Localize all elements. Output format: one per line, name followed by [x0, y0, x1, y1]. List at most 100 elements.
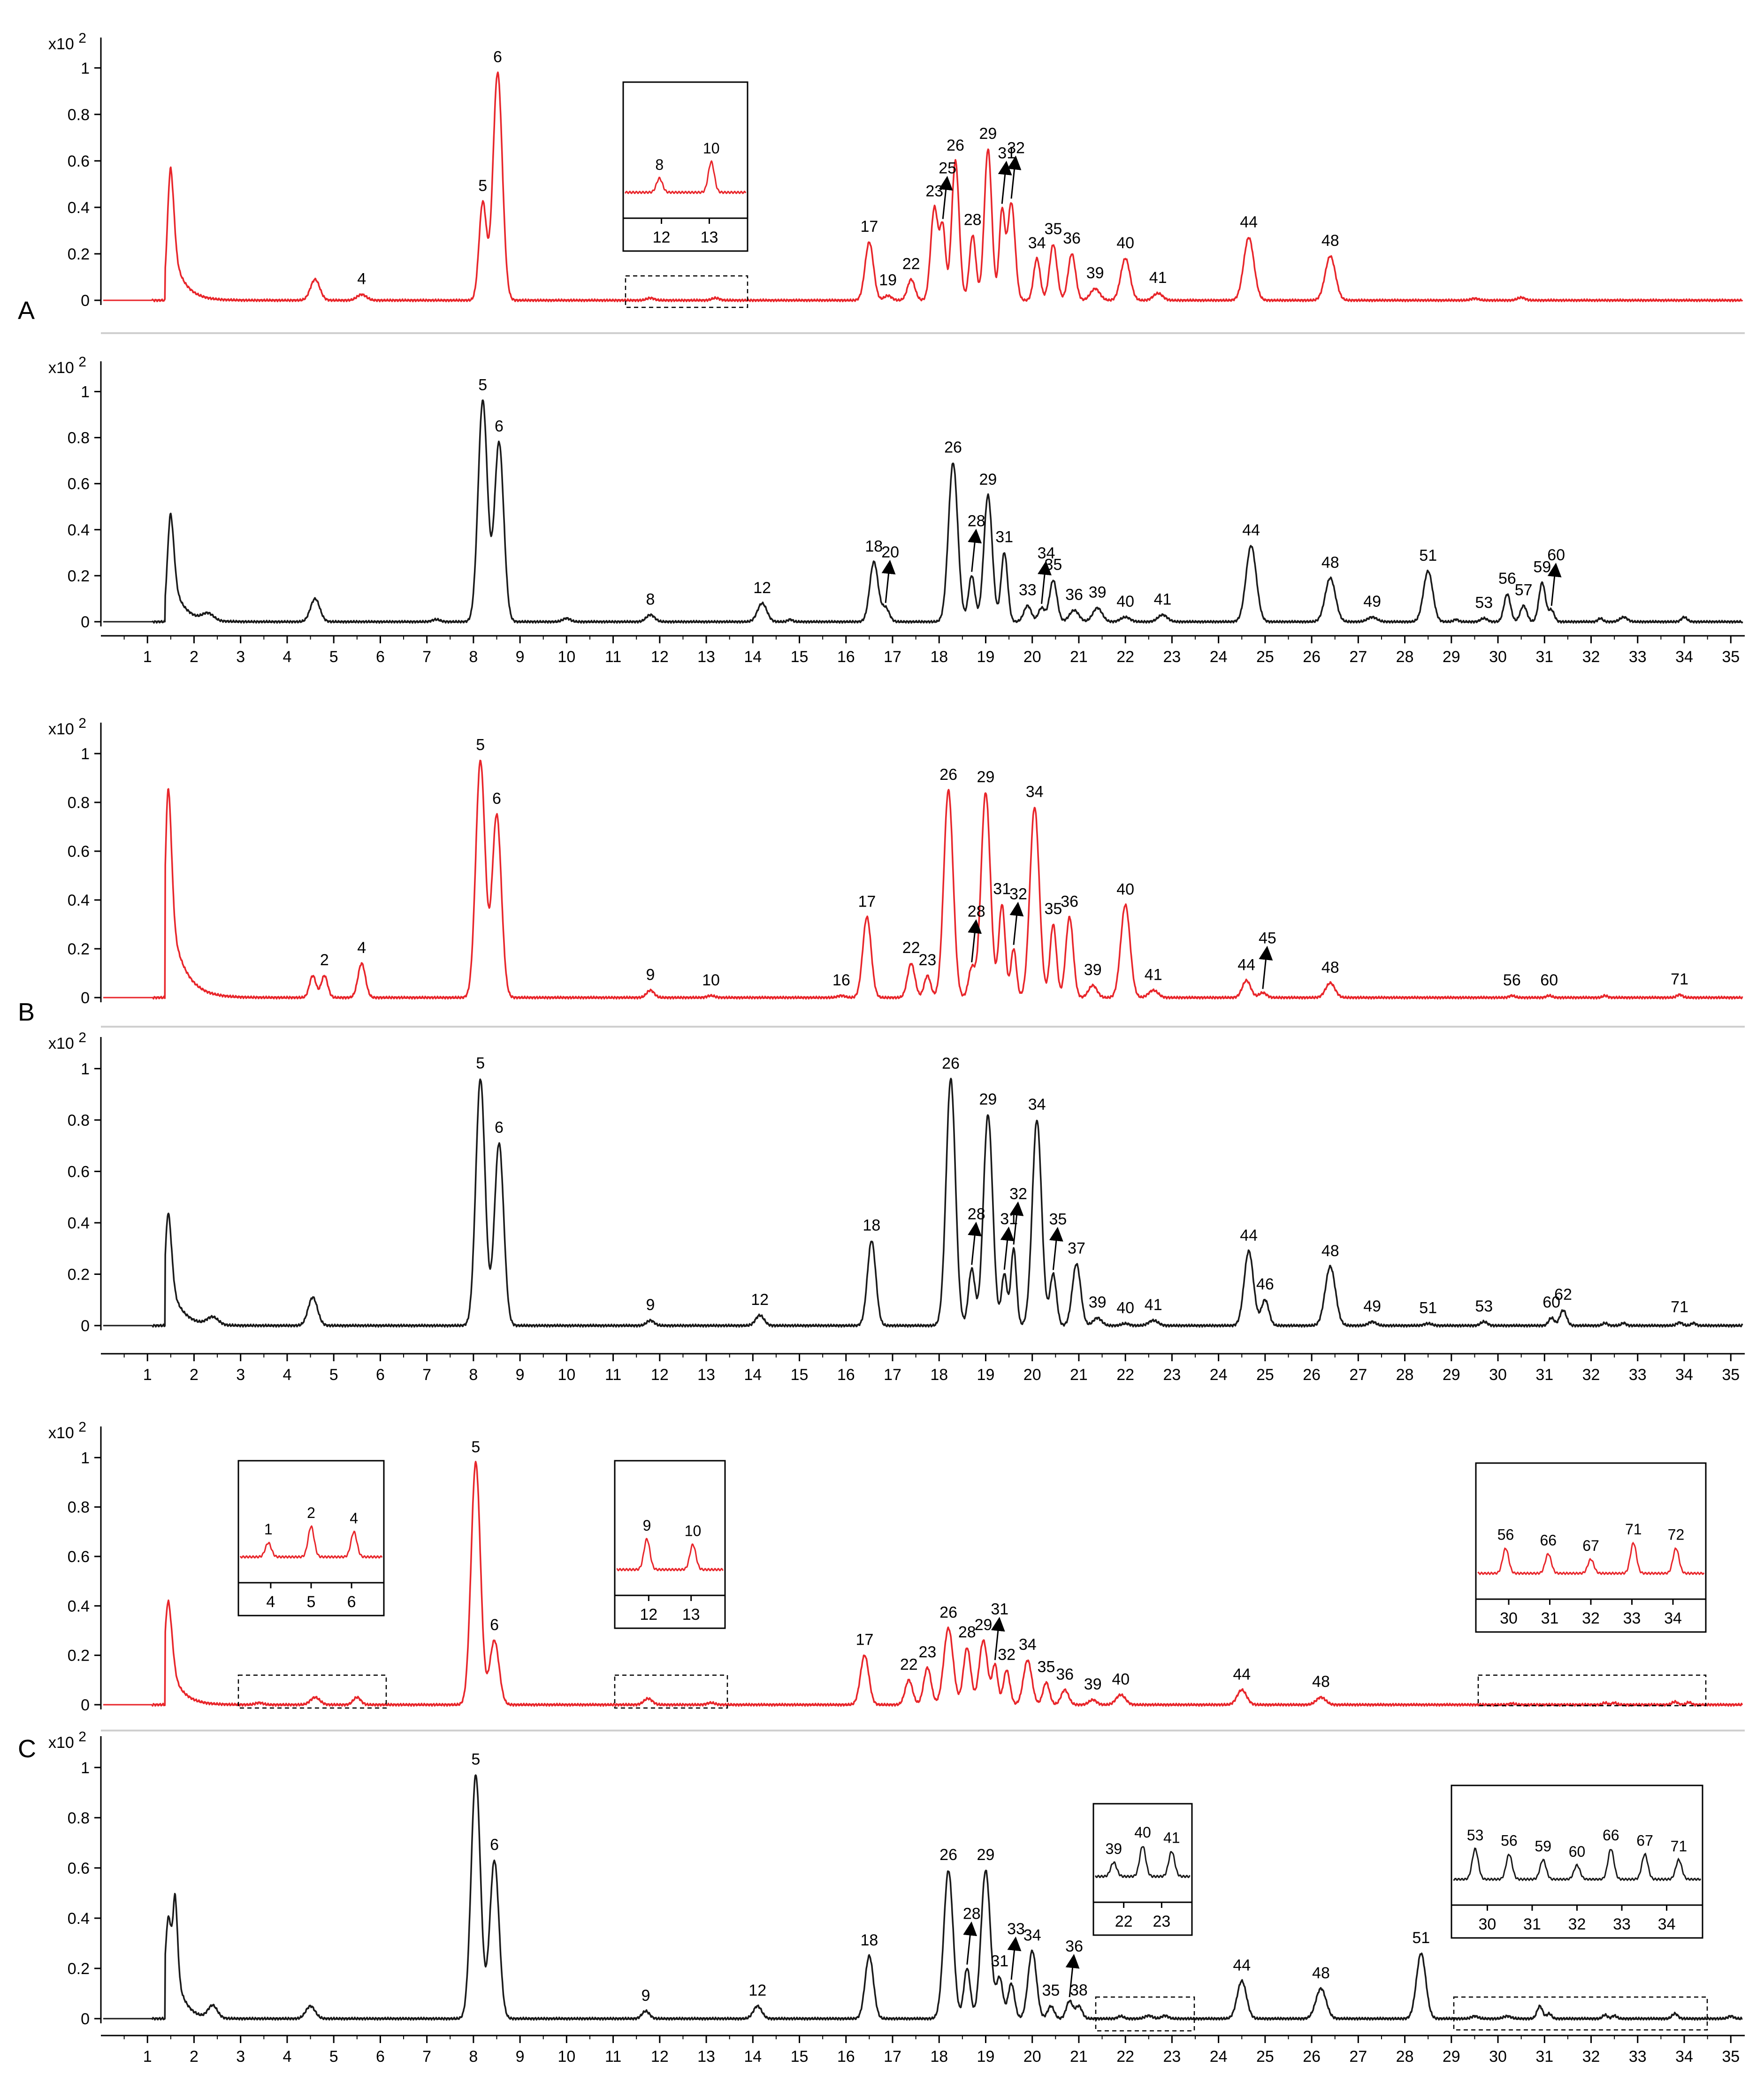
inset-peak-label: 39 — [1105, 1840, 1122, 1857]
x-tick-label: 1 — [143, 1366, 152, 1384]
inset-peak-label: 4 — [350, 1510, 358, 1527]
x-tick-label: 18 — [930, 648, 948, 666]
inset-tick-label: 13 — [701, 229, 718, 246]
x-tick-label: 31 — [1535, 648, 1553, 666]
x-tick-label: 26 — [1303, 1366, 1321, 1384]
peak-label: 26 — [944, 439, 962, 457]
peak-label: 25 — [939, 160, 956, 177]
x-tick-label: 23 — [1163, 2048, 1181, 2066]
peak-label: 18 — [860, 1931, 878, 1949]
peak-label: 41 — [1145, 966, 1162, 984]
y-tick-label: 0 — [81, 989, 90, 1007]
peak-label: 9 — [646, 966, 655, 984]
peak-label: 28 — [968, 903, 985, 921]
peak-label: 60 — [1547, 546, 1565, 564]
x-tick-label: 24 — [1210, 1366, 1228, 1384]
x-tick-label: 6 — [376, 1366, 385, 1384]
peak-label: 32 — [998, 1646, 1016, 1663]
peak-label: 53 — [1475, 1297, 1493, 1315]
peak-label: 31 — [995, 528, 1013, 546]
x-tick-label: 2 — [190, 1366, 199, 1384]
peak-label: 36 — [1056, 1665, 1074, 1683]
x-tick-label: 6 — [376, 2048, 385, 2066]
peak-label: 5 — [476, 1054, 485, 1072]
peak-label: 34 — [1023, 1926, 1041, 1944]
peak-arrow — [939, 175, 953, 219]
peak-label: 56 — [1498, 570, 1516, 587]
y-tick-label: 0.2 — [68, 1960, 90, 1978]
inset-peak-label: 1 — [264, 1521, 273, 1538]
x-tick-label: 34 — [1675, 2048, 1693, 2066]
peak-label: 60 — [1540, 971, 1558, 989]
y-tick-label: 0.6 — [68, 1548, 90, 1566]
x-tick-label: 2 — [190, 2048, 199, 2066]
peak-arrow — [1259, 946, 1273, 989]
y-tick-label: 0.2 — [68, 1647, 90, 1665]
peak-label: 28 — [958, 1624, 976, 1641]
peak-label: 37 — [1068, 1240, 1085, 1258]
x-axis: 1 2 3 4 5 6 7 8 9 10 11 12 13 14 15 16 17 18 19 20 21 22 23 24 2… — [101, 2035, 1745, 2066]
y-tick-label: 0.8 — [68, 106, 90, 124]
chromatogram-trace — [151, 399, 1743, 624]
inset-tick-label: 31 — [1541, 1609, 1559, 1627]
peak-label: 34 — [1026, 783, 1044, 801]
y-tick-label: 0.2 — [68, 567, 90, 585]
inset-source-region — [1095, 1996, 1195, 2032]
peak-label: 35 — [1044, 220, 1062, 238]
x-tick-label: 10 — [557, 2048, 575, 2066]
chromatogram-trace — [152, 759, 1743, 1000]
peak-label: 33 — [1019, 581, 1037, 599]
x-tick-label: 17 — [884, 1366, 901, 1384]
x-tick-label: 18 — [930, 1366, 948, 1384]
peak-label: 62 — [1554, 1286, 1572, 1304]
inset-source-region — [1477, 1674, 1707, 1707]
x-tick-label: 15 — [791, 648, 809, 666]
peak-label: 38 — [1070, 1982, 1088, 1999]
peak-label: 39 — [1084, 1675, 1102, 1693]
y-tick-label: 0 — [81, 1696, 90, 1714]
inset-tick-label: 33 — [1613, 1915, 1631, 1933]
peak-label: 51 — [1412, 1929, 1430, 1947]
peak-label: 28 — [968, 1205, 985, 1223]
inset-peak-label: 2 — [307, 1504, 315, 1521]
peak-label: 44 — [1233, 1665, 1251, 1683]
peak-label: 4 — [357, 270, 366, 288]
peak-label: 23 — [925, 182, 943, 200]
x-tick-label: 12 — [651, 1366, 669, 1384]
inset-tick-label: 34 — [1658, 1915, 1676, 1933]
x-tick-label: 10 — [557, 1366, 575, 1384]
peak-label: 6 — [493, 48, 502, 66]
y-tick-label: 1 — [81, 60, 90, 77]
peak-label: 29 — [977, 1846, 995, 1864]
group-labels: A B C — [18, 297, 36, 1763]
peak-label: 32 — [1007, 139, 1025, 157]
x-tick-label: 9 — [516, 648, 525, 666]
peak-label: 4 — [357, 939, 366, 957]
x-tick-label: 30 — [1489, 648, 1507, 666]
x-tick-label: 11 — [605, 2048, 621, 2066]
peak-label: 46 — [1256, 1275, 1274, 1293]
y-tick-label: 0.4 — [68, 1214, 90, 1232]
peak-label: 6 — [490, 1616, 499, 1634]
inset-trace — [1477, 1541, 1705, 1576]
peak-label: 32 — [1009, 885, 1027, 903]
x-tick-label: 29 — [1443, 2048, 1460, 2066]
inset-peak-label: 8 — [655, 156, 664, 173]
x-tick-label: 32 — [1582, 2048, 1600, 2066]
peak-label: 53 — [1475, 594, 1493, 612]
peak-label: 48 — [1321, 1242, 1339, 1260]
peak-arrow — [1065, 1954, 1080, 1998]
x-tick-label: 23 — [1163, 648, 1181, 666]
x-tick-label: 27 — [1349, 1366, 1367, 1384]
peak-label: 18 — [865, 537, 883, 555]
x-tick-label: 4 — [283, 2048, 291, 2066]
peak-label: 31 — [991, 1952, 1008, 1970]
peak-label: 35 — [1038, 1658, 1055, 1676]
x-tick-label: 25 — [1256, 648, 1274, 666]
inset-tick-label: 33 — [1623, 1609, 1641, 1627]
x-tick-label: 23 — [1163, 1366, 1181, 1384]
x-tick-label: 7 — [422, 2048, 431, 2066]
peak-label: 26 — [939, 1846, 957, 1864]
x-tick-label: 35 — [1722, 648, 1740, 666]
